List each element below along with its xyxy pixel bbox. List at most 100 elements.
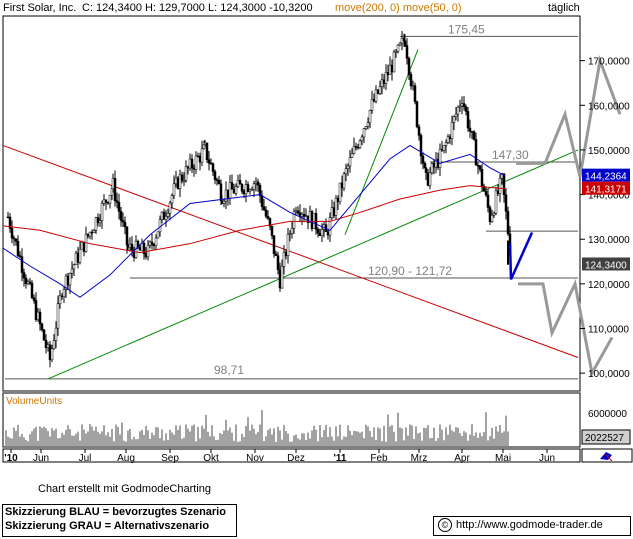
candle-body — [270, 225, 274, 236]
candle-body — [254, 181, 258, 184]
candle-body — [6, 216, 10, 219]
candle-body — [470, 131, 474, 133]
x-axis: '10 Jun Jul Aug Sep Okt Nov Dez '11 Feb Mrz Apr Mai J… — [4, 449, 555, 464]
candle-body — [36, 311, 40, 320]
candle-body — [48, 344, 52, 361]
candle-body — [238, 180, 242, 185]
x-tick-label: Mai — [495, 453, 511, 464]
candle-body — [18, 255, 22, 257]
candle-body — [492, 213, 496, 216]
candle-body — [438, 148, 442, 168]
candle-body — [54, 327, 58, 341]
support-lines — [5, 35, 578, 380]
x-tick-label: '10 — [4, 453, 18, 464]
candle-body — [102, 199, 106, 204]
candle-body — [215, 179, 219, 181]
candle-body — [456, 106, 460, 115]
candle-body — [38, 311, 42, 325]
candle-body — [182, 180, 186, 182]
candle-body — [236, 180, 240, 187]
candle-body — [440, 148, 444, 151]
price-panel — [2, 15, 581, 392]
candle-body — [278, 269, 282, 289]
candle-body — [78, 248, 82, 263]
candle-body — [100, 203, 104, 221]
candle-body — [128, 243, 132, 248]
candle-body — [250, 189, 254, 191]
candle-body — [222, 200, 226, 204]
x-tick-label: Feb — [370, 453, 388, 464]
candle-body — [260, 195, 264, 207]
candle-body — [138, 246, 142, 251]
candle-body — [248, 189, 252, 192]
candle-body — [417, 126, 421, 136]
candle-body — [52, 340, 56, 349]
uptrend-line — [47, 149, 579, 380]
candle-body — [411, 85, 415, 87]
draw-tool-icon[interactable] — [600, 452, 613, 462]
candle-body — [330, 207, 334, 218]
candle-body — [398, 42, 402, 46]
candle-body — [94, 217, 98, 231]
candle-body — [111, 178, 115, 189]
candle-body — [462, 103, 466, 107]
candle-body — [76, 252, 80, 263]
candle-body — [476, 165, 480, 167]
candle-body — [126, 244, 130, 248]
candle-body — [123, 221, 127, 228]
value-label-box — [582, 168, 630, 182]
candle-body — [444, 142, 448, 146]
preferred-scenario-sketch — [508, 232, 534, 280]
candle-body — [184, 166, 188, 181]
source-url[interactable]: http://www.godmode-trader.de — [456, 519, 603, 531]
candle-body — [196, 155, 200, 158]
level-annotation: 175,45 — [448, 22, 485, 36]
candle-body — [106, 201, 110, 204]
source-link[interactable]: © http://www.godmode-trader.de — [433, 516, 631, 536]
y-tick-label: 150,0000 — [588, 146, 630, 157]
candle-body — [96, 217, 100, 224]
x-tick-label: '11 — [334, 453, 347, 464]
candle-body — [504, 194, 508, 212]
candle-body — [156, 231, 160, 239]
volume-last-box — [581, 429, 631, 445]
candle-body — [180, 174, 184, 181]
candle-body — [466, 111, 470, 129]
candle-body — [34, 300, 38, 320]
candle-body — [144, 253, 148, 258]
candle-body — [498, 178, 502, 194]
candle-body — [340, 182, 344, 189]
candle-body — [450, 122, 454, 139]
legend-gray: Skizzierung GRAU = Alternativszenario — [5, 520, 210, 532]
candle-body — [506, 211, 510, 235]
candle-body — [405, 45, 409, 59]
candle-body — [403, 40, 407, 46]
candle-body — [160, 211, 164, 220]
candle-body — [374, 89, 378, 102]
candle-body — [74, 252, 78, 265]
candle-body — [164, 216, 168, 220]
candle-body — [338, 182, 342, 202]
candle-body — [336, 197, 340, 202]
candle-body — [358, 140, 362, 148]
indicator-label: move(200, 0) move(50, 0) — [335, 2, 462, 14]
candle-body — [430, 163, 434, 174]
candle-body — [12, 237, 16, 240]
candle-body — [266, 216, 270, 219]
candle-body — [40, 323, 44, 331]
candle-body — [346, 165, 350, 169]
candle-body — [115, 200, 119, 203]
candle-body — [356, 146, 360, 149]
candle-body — [458, 105, 462, 108]
candle-body — [334, 197, 338, 216]
value-label-text: 124,3400 — [585, 260, 627, 271]
candle-body — [226, 189, 230, 199]
candle-body — [490, 215, 494, 222]
candle-body — [14, 238, 18, 242]
candle-body — [326, 231, 330, 236]
candle-body — [58, 295, 62, 305]
candle-body — [396, 44, 400, 52]
candle-body — [80, 241, 84, 250]
candle-body — [294, 210, 298, 213]
candle-body — [50, 348, 54, 361]
